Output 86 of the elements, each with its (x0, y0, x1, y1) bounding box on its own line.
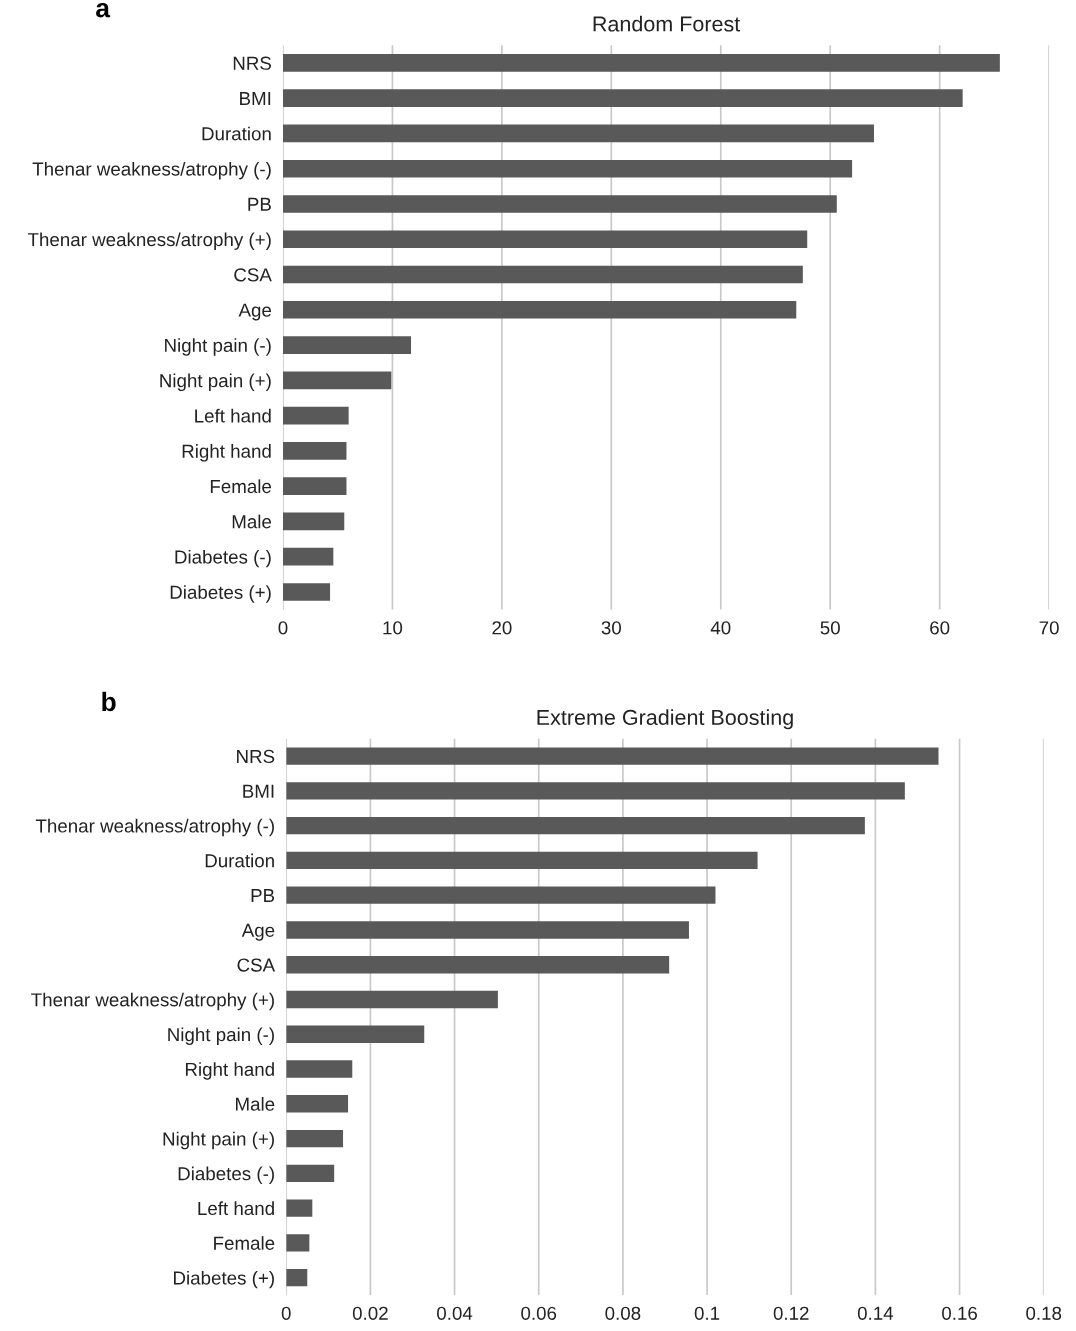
bar (282, 583, 331, 601)
bar (282, 477, 347, 495)
y-tick-label: Duration (205, 853, 274, 868)
y-tick-label: PB (248, 197, 271, 211)
bar (286, 1164, 335, 1183)
bar (286, 1268, 308, 1287)
bar (282, 54, 1000, 72)
bar (286, 990, 498, 1009)
y-tick-label: Age (241, 923, 275, 941)
bar (286, 1095, 349, 1113)
bar (286, 782, 905, 800)
bar (282, 230, 808, 249)
y-tick-label: Night pain (+) (160, 373, 271, 392)
y-tick-label: BMI (240, 92, 271, 105)
y-tick-label: Male (232, 514, 272, 529)
y-tick-label: Right hand (182, 444, 271, 462)
y-tick-label: Diabetes (+) (170, 585, 271, 603)
y-tick-label: Thenar weakness/atrophy (+) (31, 992, 274, 1011)
bar (286, 851, 758, 870)
y-tick-label: NRS (237, 749, 275, 764)
text: b (102, 691, 116, 712)
x-tick-label: 0.14 (857, 1306, 894, 1320)
bar (282, 159, 853, 178)
bar (282, 442, 347, 460)
x-tick-label: 30 (601, 621, 622, 635)
y-tick-label: Thenar weakness/atrophy (-) (32, 161, 271, 180)
y-tick-label: CSA (237, 958, 276, 972)
x-tick-label: 20 (492, 621, 512, 635)
y-tick-label: Female (214, 1236, 275, 1250)
bar (282, 89, 963, 107)
y-tick-label: CSA (234, 268, 272, 282)
bar (286, 816, 865, 835)
x-tick-label: 0 (278, 621, 288, 635)
y-tick-label: Diabetes (+) (174, 1270, 274, 1289)
x-tick-label: 0.04 (437, 1306, 473, 1320)
x-tick-label: 10 (383, 621, 403, 635)
y-tick-label: Night pain (-) (165, 338, 271, 356)
x-tick-label: 0.06 (521, 1306, 557, 1320)
y-tick-label: Male (236, 1097, 275, 1111)
bar (282, 265, 803, 284)
bar (286, 886, 716, 904)
y-tick-label: NRS (233, 56, 272, 70)
x-tick-label: 40 (710, 621, 731, 635)
y-tick-label: Right hand (185, 1062, 274, 1080)
bar (286, 1025, 425, 1043)
y-tick-label: Night pain (+) (163, 1131, 274, 1150)
bar (286, 1234, 310, 1252)
y-tick-label: PB (251, 889, 275, 902)
bar (282, 336, 412, 354)
bar (286, 1129, 344, 1148)
bar (282, 406, 349, 425)
bar (286, 921, 689, 939)
chart-title: Random Forest (593, 15, 741, 32)
x-tick-label: 0.08 (605, 1306, 641, 1320)
bar (282, 195, 837, 213)
x-tick-label: 0.16 (942, 1306, 977, 1320)
y-tick-label: Left hand (195, 408, 271, 423)
x-tick-label: 0.18 (1026, 1306, 1062, 1320)
y-tick-label: Night pain (-) (168, 1027, 274, 1045)
y-tick-label: BMI (243, 784, 274, 798)
x-tick-label: 50 (820, 621, 840, 635)
x-tick-label: 70 (1039, 621, 1059, 635)
bar (286, 747, 939, 765)
y-tick-label: Thenar weakness/atrophy (+) (27, 232, 271, 250)
bar (282, 124, 874, 143)
y-tick-label: Diabetes (-) (178, 1166, 274, 1185)
y-tick-label: Duration (202, 126, 271, 141)
x-tick-label: 0.02 (352, 1306, 388, 1320)
bar (282, 512, 345, 531)
x-tick-label: 60 (930, 621, 950, 635)
x-tick-label: 0.12 (773, 1306, 809, 1320)
x-tick-label: 0 (281, 1306, 291, 1320)
chart-title: Extreme Gradient Boosting (537, 709, 793, 730)
bar (282, 300, 797, 319)
bar (286, 956, 670, 974)
y-tick-label: Left hand (198, 1201, 274, 1216)
y-tick-label: Diabetes (-) (175, 549, 271, 568)
bar (282, 371, 392, 390)
bar (282, 547, 334, 566)
bar (286, 1199, 313, 1217)
y-tick-label: Female (210, 479, 272, 494)
y-tick-label: Age (238, 303, 272, 321)
x-tick-label: 0.1 (694, 1306, 720, 1320)
bar (286, 1060, 353, 1078)
text: a (96, 3, 111, 18)
y-tick-label: Thenar weakness/atrophy (-) (35, 818, 274, 837)
